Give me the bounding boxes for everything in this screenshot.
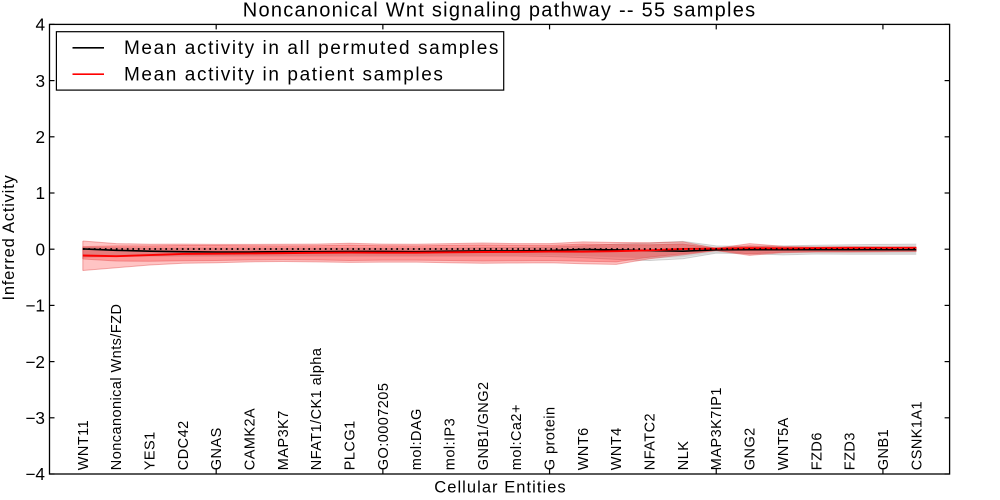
- svg-text:WNT5A: WNT5A: [776, 417, 792, 470]
- svg-text:Cellular Entities: Cellular Entities: [434, 479, 566, 497]
- svg-text:YES1: YES1: [143, 431, 159, 470]
- svg-text:Mean activity in patient sampl: Mean activity in patient samples: [124, 65, 445, 86]
- svg-text:mol:IP3: mol:IP3: [443, 418, 459, 470]
- svg-text:GNG2: GNG2: [743, 427, 759, 470]
- svg-text:WNT6: WNT6: [576, 427, 592, 470]
- svg-text:4: 4: [35, 15, 45, 35]
- svg-text:−1: −1: [25, 296, 45, 316]
- svg-text:CDC42: CDC42: [176, 420, 192, 470]
- svg-text:MAP3K7: MAP3K7: [276, 410, 292, 470]
- svg-text:GO:0007205: GO:0007205: [376, 383, 392, 471]
- svg-text:G protein: G protein: [543, 406, 559, 470]
- svg-text:GNB1: GNB1: [876, 429, 892, 470]
- svg-text:MAP3K7IP1: MAP3K7IP1: [709, 387, 725, 470]
- svg-text:Noncanonical Wnts/FZD: Noncanonical Wnts/FZD: [109, 304, 125, 471]
- svg-text:WNT11: WNT11: [76, 420, 92, 470]
- svg-text:PLCG1: PLCG1: [343, 420, 359, 470]
- svg-text:NFAT1/CK1 alpha: NFAT1/CK1 alpha: [309, 347, 325, 470]
- svg-text:2: 2: [35, 127, 45, 147]
- svg-text:Inferred Activity: Inferred Activity: [0, 174, 18, 300]
- svg-text:CAMK2A: CAMK2A: [243, 408, 259, 470]
- svg-text:Noncanonical Wnt signaling pat: Noncanonical Wnt signaling pathway -- 55…: [243, 0, 757, 22]
- svg-text:Mean activity in all permuted: Mean activity in all permuted samples: [124, 38, 500, 59]
- svg-text:1: 1: [35, 183, 45, 203]
- svg-text:CSNK1A1: CSNK1A1: [909, 401, 925, 470]
- svg-text:NFATC2: NFATC2: [643, 413, 659, 470]
- svg-text:mol:Ca2+: mol:Ca2+: [509, 404, 525, 470]
- svg-text:FZD3: FZD3: [843, 432, 859, 470]
- svg-text:−2: −2: [25, 352, 45, 372]
- svg-text:−3: −3: [25, 408, 45, 428]
- svg-text:WNT4: WNT4: [609, 427, 625, 470]
- svg-text:3: 3: [35, 71, 45, 91]
- svg-text:0: 0: [35, 239, 45, 259]
- svg-text:NLK: NLK: [676, 441, 692, 471]
- svg-text:−4: −4: [25, 464, 45, 484]
- svg-text:mol:DAG: mol:DAG: [409, 408, 425, 470]
- svg-text:FZD6: FZD6: [809, 432, 825, 470]
- svg-text:GNB1/GNG2: GNB1/GNG2: [476, 382, 492, 471]
- svg-text:GNAS: GNAS: [209, 427, 225, 470]
